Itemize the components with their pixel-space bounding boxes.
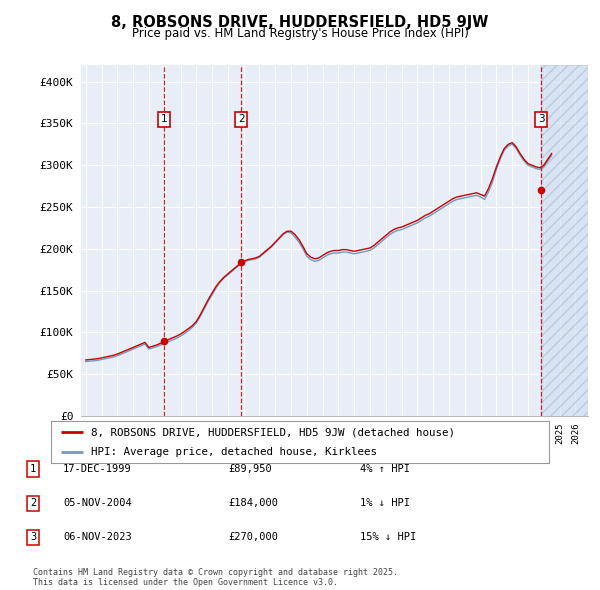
Text: 1: 1 <box>161 114 167 124</box>
Text: Contains HM Land Registry data © Crown copyright and database right 2025.
This d: Contains HM Land Registry data © Crown c… <box>33 568 398 587</box>
Text: 2: 2 <box>30 499 36 508</box>
Text: Price paid vs. HM Land Registry's House Price Index (HPI): Price paid vs. HM Land Registry's House … <box>131 27 469 40</box>
Text: £89,950: £89,950 <box>228 464 272 474</box>
Text: 8, ROBSONS DRIVE, HUDDERSFIELD, HD5 9JW (detached house): 8, ROBSONS DRIVE, HUDDERSFIELD, HD5 9JW … <box>91 427 455 437</box>
Text: 1% ↓ HPI: 1% ↓ HPI <box>360 499 410 508</box>
Text: 06-NOV-2023: 06-NOV-2023 <box>63 533 132 542</box>
Text: £270,000: £270,000 <box>228 533 278 542</box>
Text: HPI: Average price, detached house, Kirklees: HPI: Average price, detached house, Kirk… <box>91 447 377 457</box>
Text: £184,000: £184,000 <box>228 499 278 508</box>
Text: 8, ROBSONS DRIVE, HUDDERSFIELD, HD5 9JW: 8, ROBSONS DRIVE, HUDDERSFIELD, HD5 9JW <box>112 15 488 30</box>
Text: 3: 3 <box>538 114 545 124</box>
Text: 05-NOV-2004: 05-NOV-2004 <box>63 499 132 508</box>
Text: 15% ↓ HPI: 15% ↓ HPI <box>360 533 416 542</box>
Bar <box>541 65 588 416</box>
Text: 3: 3 <box>30 533 36 542</box>
Text: 1: 1 <box>30 464 36 474</box>
Text: 17-DEC-1999: 17-DEC-1999 <box>63 464 132 474</box>
Text: 2: 2 <box>238 114 244 124</box>
Text: 4% ↑ HPI: 4% ↑ HPI <box>360 464 410 474</box>
